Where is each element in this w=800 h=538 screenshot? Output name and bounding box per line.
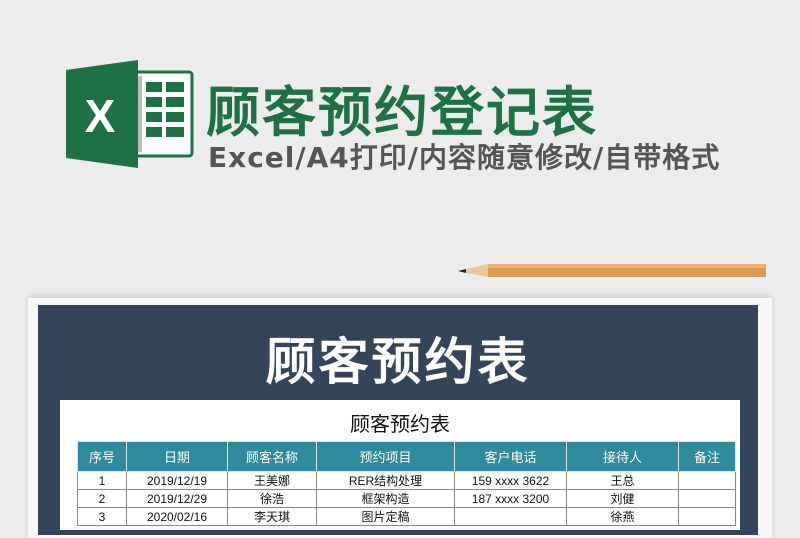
- appointment-table: 序号 日期 顾客名称 预约项目 客户电话 接待人 备注 1 2019/12/19 王…: [77, 441, 736, 526]
- page-subtitle: Excel/A4打印/内容随意修改/自带格式: [208, 141, 721, 174]
- cell: 徐燕: [566, 507, 679, 526]
- cell: 3: [77, 507, 127, 526]
- cell: 2019/12/19: [126, 471, 228, 490]
- cell: RER结构处理: [316, 471, 455, 490]
- spreadsheet-preview: 顾客预约表 序号 日期 顾客名称 预约项目 客户电话 接待人 备注 1 2019/…: [60, 400, 740, 530]
- column-header: 备注: [678, 441, 736, 472]
- column-header: 客户电话: [454, 441, 567, 472]
- cell: [678, 471, 736, 490]
- column-header: 预约项目: [316, 441, 455, 472]
- cell: [678, 507, 736, 526]
- table-row: 3 2020/02/16 李天琪 图片定稿 徐燕: [77, 507, 736, 526]
- table-row: 1 2019/12/19 王美娜 RER结构处理 159 xxxx 3622 王总: [77, 471, 736, 490]
- cell: 图片定稿: [316, 507, 455, 526]
- column-header: 顾客名称: [227, 441, 317, 472]
- column-header: 序号: [77, 441, 127, 472]
- cell: 159 xxxx 3622: [454, 471, 567, 490]
- pencil-icon: [458, 264, 766, 277]
- cell: 2: [77, 489, 127, 508]
- cell: 2020/02/16: [126, 507, 228, 526]
- page-title: 顾客预约登记表: [206, 81, 598, 144]
- column-header: 接待人: [566, 441, 679, 472]
- table-header-row: 序号 日期 顾客名称 预约项目 客户电话 接待人 备注: [77, 441, 736, 472]
- cell: 徐浩: [227, 489, 317, 508]
- cell: 王美娜: [227, 471, 317, 490]
- cell: 王总: [566, 471, 679, 490]
- excel-logo-icon: X: [66, 60, 194, 168]
- cell: [454, 507, 567, 526]
- cell: 2019/12/29: [126, 489, 228, 508]
- svg-text:X: X: [85, 90, 116, 142]
- table-row: 2 2019/12/29 徐浩 框架构造 187 xxxx 3200 刘健: [77, 489, 736, 508]
- sheet-title: 顾客预约表: [350, 412, 450, 436]
- cell: [678, 489, 736, 508]
- cell: 刘健: [566, 489, 679, 508]
- cell: 李天琪: [227, 507, 317, 526]
- column-header: 日期: [126, 441, 228, 472]
- cell: 187 xxxx 3200: [454, 489, 567, 508]
- cell: 1: [77, 471, 127, 490]
- cell: 框架构造: [316, 489, 455, 508]
- panel-title: 顾客预约表: [265, 333, 531, 391]
